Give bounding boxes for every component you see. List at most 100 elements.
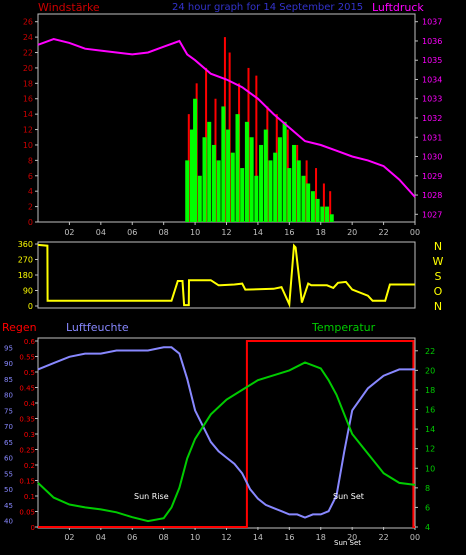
wind-avg-bar xyxy=(268,160,273,222)
direction-letter: O xyxy=(434,285,443,298)
wind-x-tick-label: 12 xyxy=(221,228,231,237)
wind-avg-bar xyxy=(207,121,212,222)
rain-tick-label: 0.45 xyxy=(19,385,35,393)
humidity-tick-label: 65 xyxy=(4,439,13,447)
humidity-tick-label: 70 xyxy=(4,423,13,431)
climate-x-tick-label: 04 xyxy=(96,533,106,542)
direction-letter: N xyxy=(434,300,442,313)
rain-tick-label: 0.35 xyxy=(19,416,35,424)
humidity-tick-label: 75 xyxy=(4,407,13,415)
humidity-tick-label: 80 xyxy=(4,392,13,400)
temperature-y-axis: 4 6 8 10 12 14 16 18 20 22 xyxy=(415,347,435,532)
wind-x-tick-label: 18 xyxy=(316,228,326,237)
climate-x-tick-label: 02 xyxy=(64,533,74,542)
rain-label: Regen xyxy=(2,321,37,334)
pressure-tick-label: 1034 xyxy=(422,75,442,84)
humidity-tick-label: 60 xyxy=(4,455,13,463)
wind-avg-bar xyxy=(230,152,235,222)
rain-tick-label: 0.5 xyxy=(24,369,35,377)
wind-avg-bar xyxy=(296,160,301,222)
temperature-tick-label: 12 xyxy=(425,445,435,454)
wind-avg-bar xyxy=(249,137,254,222)
temperature-line xyxy=(37,361,416,523)
wind-x-axis: 02 04 06 08 10 12 14 16 18 20 22 00 xyxy=(64,222,420,237)
climate-x-tick-label: 10 xyxy=(190,533,200,542)
temperature-tick-label: 8 xyxy=(425,484,430,493)
climate-x-tick-label: 16 xyxy=(284,533,294,542)
wind-x-tick-label: 14 xyxy=(253,228,263,237)
annotation-sun-rise: Sun Rise xyxy=(134,492,169,501)
wind-tick-label: 24 xyxy=(23,33,33,42)
direction-line xyxy=(37,243,415,309)
humidity-line xyxy=(37,346,415,519)
wind-avg-bar xyxy=(202,137,207,222)
wind-tick-label: 2 xyxy=(28,203,33,212)
wind-x-tick-label: 22 xyxy=(378,228,388,237)
direction-tick-label: 180 xyxy=(18,271,33,280)
climate-x-tick-label: 20 xyxy=(347,533,357,542)
wind-avg-bar xyxy=(263,129,268,222)
pressure-tick-label: 1037 xyxy=(422,18,442,27)
wind-avg-bar xyxy=(240,168,245,222)
wind-avg-bar xyxy=(310,191,315,222)
temperature-tick-label: 20 xyxy=(425,366,435,375)
humidity-y-axis: 40 45 50 55 60 65 70 75 80 85 90 95 xyxy=(4,344,13,525)
wind-tick-label: 12 xyxy=(23,126,33,135)
humidity-tick-label: 85 xyxy=(4,376,13,384)
pressure-tick-label: 1028 xyxy=(422,191,442,200)
wind-avg-bar xyxy=(287,168,292,222)
rain-y-axis: 0 0.05 0.1 0.15 0.2 0.25 0.3 0.35 0.4 0.45 0.5 0.55… xyxy=(19,338,38,532)
wind-avg-bar xyxy=(273,152,278,222)
climate-x-tick-label: 14 xyxy=(253,533,263,542)
wind-avg-bar xyxy=(185,160,190,222)
pressure-tick-label: 1030 xyxy=(422,153,442,162)
humidity-tick-label: 95 xyxy=(4,344,13,352)
rain-tick-label: 0.15 xyxy=(19,478,35,486)
wind-avg-bar xyxy=(189,129,194,222)
windspeed-label: Windstärke xyxy=(38,1,100,14)
wind-x-tick-label: 08 xyxy=(159,228,169,237)
wind-x-tick-label: 16 xyxy=(284,228,294,237)
wind-x-tick-label: 04 xyxy=(96,228,106,237)
annotation-sun-set: Sun Set xyxy=(333,492,364,501)
climate-x-axis: 02 04 06 08 10 12 14 16 18 20 22 00 xyxy=(64,527,420,542)
temperature-tick-label: 14 xyxy=(425,425,435,434)
wind-tick-label: 14 xyxy=(23,110,33,119)
wind-tick-label: 20 xyxy=(23,64,33,73)
direction-tick-label: 0 xyxy=(28,302,33,311)
rain-tick-label: 0.25 xyxy=(19,447,35,455)
wind-x-tick-label: 20 xyxy=(347,228,357,237)
humidity-tick-label: 50 xyxy=(4,486,13,494)
pressure-tick-label: 1033 xyxy=(422,95,442,104)
pressure-label: Luftdruck xyxy=(372,1,424,14)
wind-avg-bar xyxy=(301,175,306,222)
pressure-tick-label: 1035 xyxy=(422,56,442,65)
wind-tick-label: 26 xyxy=(23,18,33,27)
annotation-sun-set-bottom: Sun Set xyxy=(334,539,361,547)
climate-x-tick-label: 00 xyxy=(410,533,420,542)
wind-gust-bar xyxy=(322,183,325,222)
direction-letter: S xyxy=(435,270,442,283)
wind-avg-bar xyxy=(235,114,240,222)
temperature-tick-label: 4 xyxy=(425,523,430,532)
temperature-tick-label: 6 xyxy=(425,503,430,512)
direction-y-axis: 0 90 180 270 360 xyxy=(18,240,38,311)
rain-tick-label: 0.05 xyxy=(19,509,35,517)
wind-avg-bar xyxy=(282,121,287,222)
wind-tick-label: 4 xyxy=(28,187,33,196)
wind-tick-label: 10 xyxy=(23,141,33,150)
rain-tick-label: 0.4 xyxy=(24,400,36,408)
direction-tick-label: 360 xyxy=(18,240,33,249)
wind-x-tick-label: 00 xyxy=(410,228,420,237)
wind-tick-label: 18 xyxy=(23,79,33,88)
pressure-y-axis: 1027 1028 1029 1030 1031 1032 1033 1034 1035 1036… xyxy=(415,18,442,219)
humidity-tick-label: 55 xyxy=(4,470,13,478)
climate-x-tick-label: 18 xyxy=(316,533,326,542)
wind-tick-label: 8 xyxy=(28,156,33,165)
wind-tick-label: 16 xyxy=(23,95,33,104)
direction-panel-frame xyxy=(37,241,416,309)
rain-tick-label: 0.55 xyxy=(19,354,35,362)
rain-tick-label: 0.1 xyxy=(24,493,35,501)
